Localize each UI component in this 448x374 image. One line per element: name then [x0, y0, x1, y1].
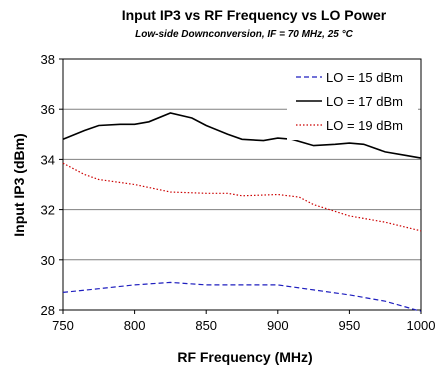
- x-axis-title: RF Frequency (MHz): [177, 349, 312, 365]
- x-tick-label: 950: [339, 318, 361, 333]
- legend-label-lo-15-dbm: LO = 15 dBm: [326, 70, 403, 85]
- y-axis-title: Input IP3 (dBm): [11, 133, 27, 236]
- y-tick-label: 38: [41, 52, 55, 67]
- legend-label-lo-17-dbm: LO = 17 dBm: [326, 94, 403, 109]
- x-tick-label: 750: [52, 318, 74, 333]
- y-tick-label: 32: [41, 203, 55, 218]
- chart-subtitle: Low-side Downconversion, IF = 70 MHz, 25…: [135, 29, 353, 40]
- chart-title: Input IP3 vs RF Frequency vs LO Power: [122, 7, 387, 23]
- legend-label-lo-19-dbm: LO = 19 dBm: [326, 118, 403, 133]
- series-line-lo-19-dbm: [62, 162, 422, 232]
- x-tick-label: 900: [267, 318, 289, 333]
- x-tick-label: 800: [124, 318, 146, 333]
- y-tick-label: 28: [41, 303, 55, 318]
- y-tick-label: 34: [41, 152, 55, 167]
- y-tick-label: 36: [41, 102, 55, 117]
- series-line-lo-17-dbm: [62, 112, 422, 159]
- series-line-lo-15-dbm: [62, 281, 422, 312]
- x-tick-label: 1000: [407, 318, 436, 333]
- series-lines: [62, 112, 422, 312]
- x-axis: 750 800 850 900 950 1000: [52, 310, 435, 333]
- plot-area: [62, 58, 422, 311]
- x-tick-label: 850: [195, 318, 217, 333]
- y-axis: 28 30 32 34 36 38: [41, 52, 63, 318]
- legend: LO = 15 dBm LO = 17 dBm LO = 19 dBm: [287, 62, 418, 140]
- y-tick-label: 30: [41, 253, 55, 268]
